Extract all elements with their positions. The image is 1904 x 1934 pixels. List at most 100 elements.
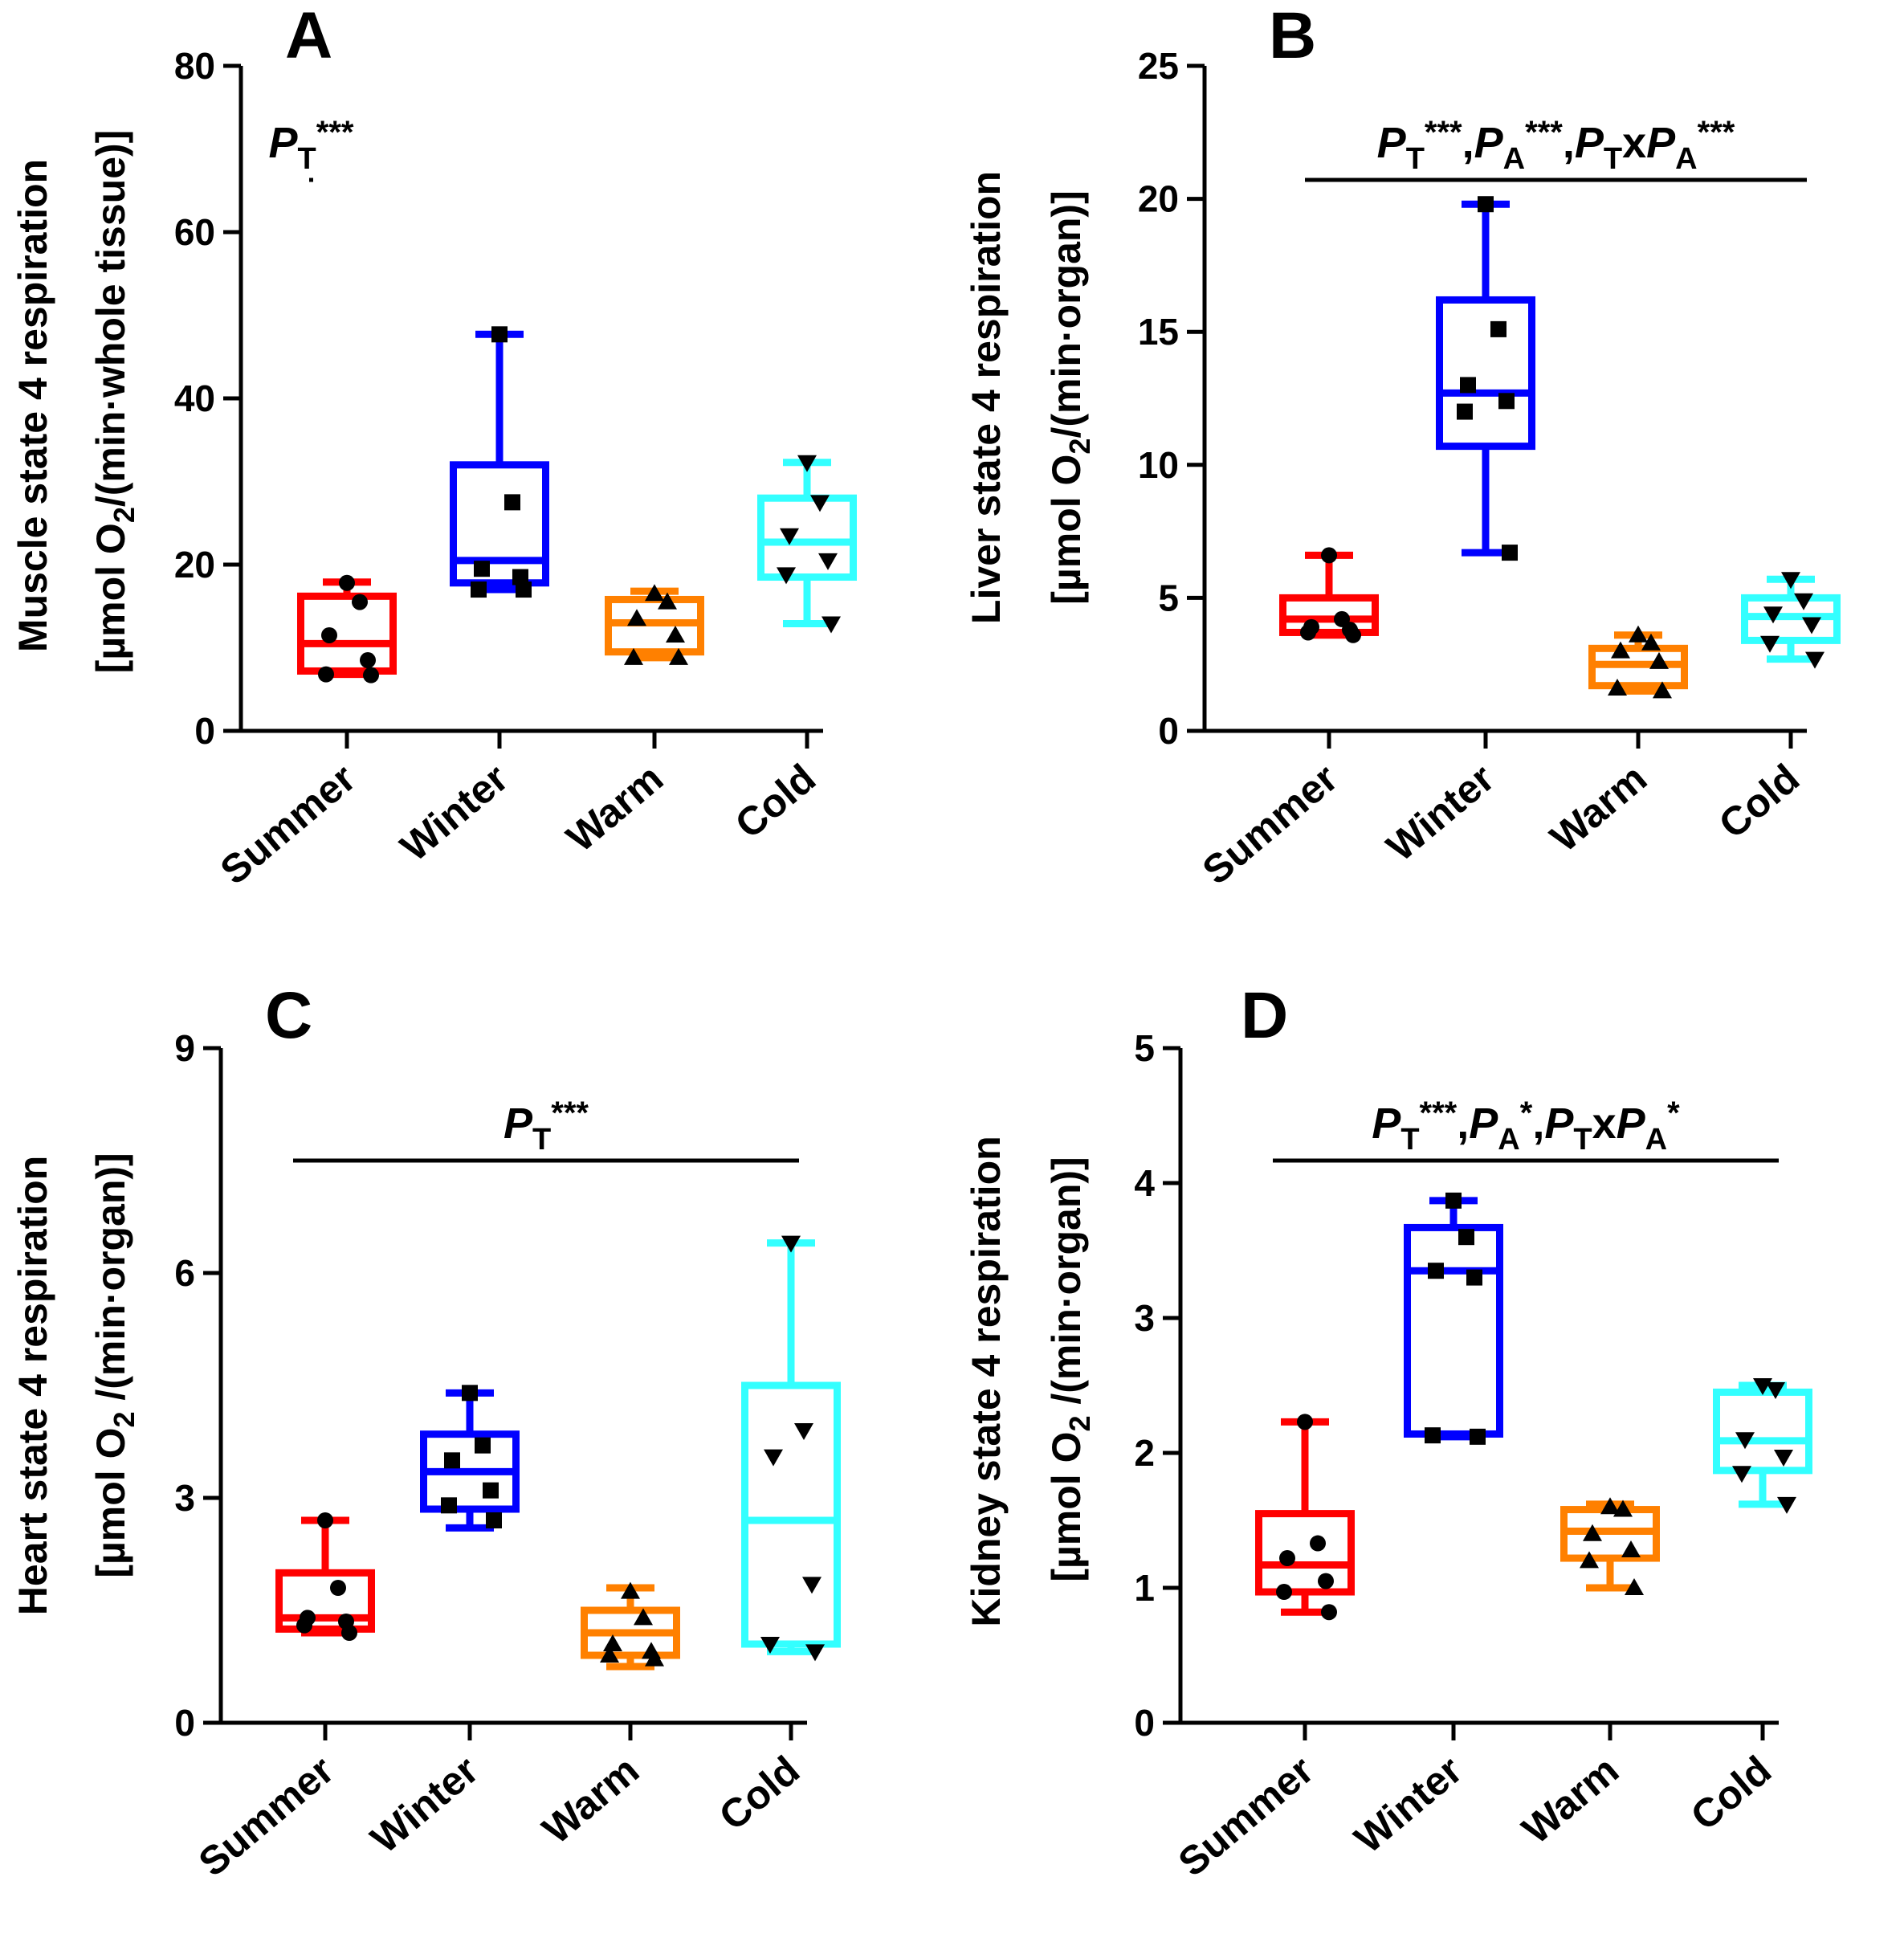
category-label-cold: Cold [727,756,824,847]
data-point [1735,1432,1755,1450]
data-point [764,1449,783,1467]
category-label-summer: Summer [1170,1748,1322,1886]
data-point [1458,1229,1474,1246]
y-tick-label-d: 1 [1134,1567,1155,1609]
data-point [1583,1524,1602,1541]
category-label-summer: Summer [190,1748,342,1886]
y-axis-label-b-line1: Liver state 4 respiration [964,171,1009,624]
category-label-warm: Warm [1542,756,1655,861]
data-point [1760,635,1780,653]
data-point [777,567,796,585]
y-tick-label-d: 0 [1134,1702,1155,1744]
y-tick-label-b: 15 [1138,311,1179,353]
box-warm-b [1588,625,1688,699]
box-warm-a [605,584,704,665]
box-warm-d [1560,1497,1660,1595]
y-tick-label-b: 25 [1138,45,1179,87]
data-point [444,1452,460,1469]
data-point [1763,606,1783,624]
significance-label-c: PT*** [504,1096,589,1157]
panel-letter-b: B [1269,0,1316,72]
data-point [797,455,817,472]
data-point [512,569,528,586]
data-point [475,1437,491,1454]
panel-c: C Heart state 4 respiration [µmol O2 /(m… [10,979,841,1886]
data-point [1276,1584,1292,1601]
data-point [802,1577,822,1594]
data-point [1445,1192,1462,1209]
box-iqr [297,592,397,675]
y-tick-label-a: 40 [174,377,215,419]
data-point [621,1581,640,1599]
data-point [1774,1450,1793,1467]
category-label-cold: Cold [711,1748,808,1839]
category-label-cold: Cold [1682,1748,1780,1839]
data-point [1457,403,1473,420]
panel-letter-a: A [285,0,332,72]
category-label-warm: Warm [1514,1748,1627,1853]
y-tick-label-c: 6 [174,1252,195,1294]
data-point [1608,679,1627,696]
significance-label-b: PT***,PA***,PTxPA*** [1377,115,1735,176]
data-point [818,553,838,570]
data-point [1805,651,1824,669]
data-point [1321,1604,1337,1621]
y-tick-label-c: 3 [174,1477,195,1519]
data-point [1777,1496,1796,1514]
category-label-winter: Winter [1346,1748,1470,1863]
y-tick-label-b: 20 [1138,178,1179,220]
data-point [1629,625,1648,643]
y-axis-label-c-line1: Heart state 4 respiration [10,1156,55,1615]
y-axis-label-a-line2: [µmol O2/(min·whole tissue)] [88,130,141,674]
category-label-summer: Summer [1194,756,1346,894]
y-tick-label-b: 0 [1158,710,1179,752]
data-point [1466,1269,1482,1286]
data-point [1502,545,1518,561]
data-point [330,1580,346,1596]
data-point [474,561,490,577]
data-point [321,626,337,643]
panel-d: D Kidney state 4 respiration [µmol O2 /(… [964,979,1812,1886]
data-point [504,494,520,511]
data-point [483,1482,499,1499]
data-point [1794,593,1813,610]
data-point [486,1512,502,1528]
data-point [352,594,368,610]
data-point [645,584,664,602]
y-axis-label-c-line2: [µmol O2 /(min·organ)] [88,1153,141,1577]
box-iqr [741,1381,841,1648]
box-summer-d [1255,1414,1355,1621]
data-point [339,574,355,591]
data-point [1732,1466,1751,1483]
data-point [658,592,677,610]
data-point [471,581,487,598]
data-point [441,1497,457,1514]
y-tick-label-a: 20 [174,544,215,586]
data-point [1613,1499,1633,1517]
data-point [1428,1263,1444,1279]
data-point [1310,1535,1326,1552]
data-point [1641,633,1661,651]
data-point [600,1646,619,1663]
y-axis-label-a-line1: Muscle state 4 respiration [10,159,55,652]
box-iqr [757,494,857,581]
data-point [296,1617,312,1634]
data-point [1321,547,1337,564]
y-axis-label-d-line1: Kidney state 4 respiration [964,1136,1009,1626]
box-warm-c [581,1581,680,1671]
data-point [1766,1382,1785,1400]
data-point [1470,1428,1486,1445]
data-point [794,1423,813,1440]
data-point [1653,681,1672,699]
data-point [603,1634,622,1651]
panel-letter-d: D [1241,979,1288,1052]
category-label-warm: Warm [534,1748,647,1853]
box-iqr [1436,296,1535,451]
category-label-cold: Cold [1710,756,1808,847]
box-iqr [1279,594,1379,636]
data-point [1649,651,1669,669]
data-point [780,528,799,545]
box-winter-b [1436,196,1535,561]
category-label-winter: Winter [362,1748,487,1863]
